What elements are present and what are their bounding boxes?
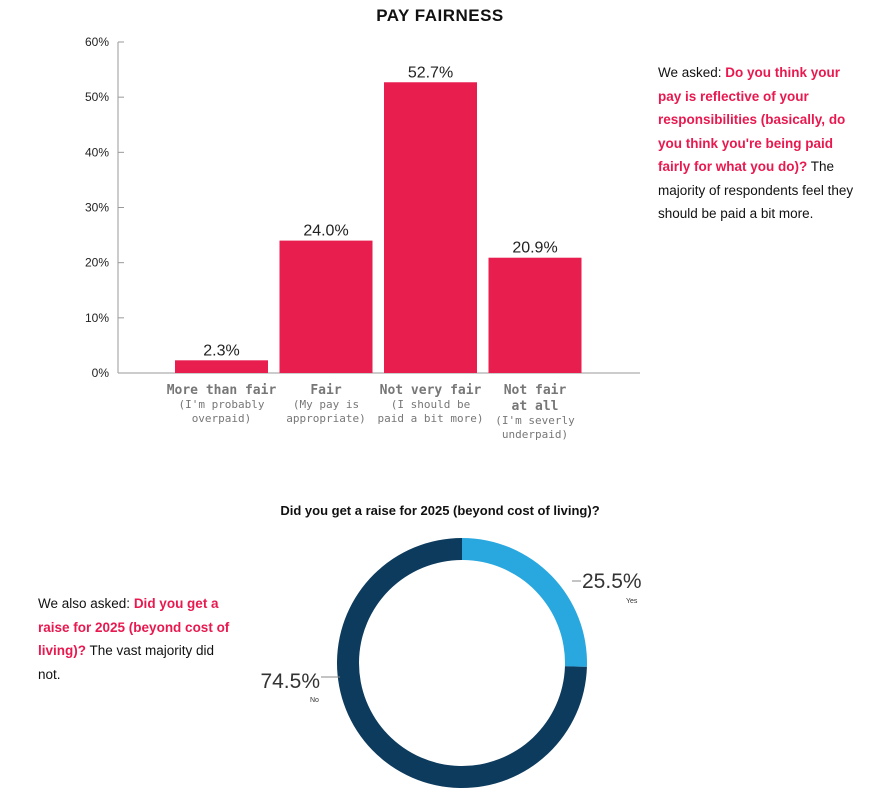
bar — [175, 360, 268, 373]
donut-chart-title: Did you get a raise for 2025 (beyond cos… — [280, 503, 600, 518]
slice-value-label: 74.5% — [260, 670, 320, 693]
pay-note-lead: We asked: — [658, 65, 726, 80]
category-sublabel: (I should be — [391, 398, 470, 411]
bar-value-label: 24.0% — [303, 223, 348, 240]
bar-value-label: 52.7% — [408, 64, 453, 81]
category-sublabel: overpaid) — [192, 412, 252, 425]
category-sublabel: (I'm severly — [495, 414, 575, 427]
bar — [488, 257, 582, 373]
category-label: Not very fair — [380, 383, 482, 398]
y-tick-label: 60% — [85, 35, 109, 49]
slice-value-label: 25.5% — [582, 570, 642, 593]
y-tick-label: 50% — [85, 90, 109, 104]
pay-note-question: Do you think your pay is reflective of y… — [658, 65, 846, 174]
category-label: More than fair — [167, 383, 277, 398]
category-sublabel: underpaid) — [502, 428, 568, 441]
bar-value-label: 20.9% — [512, 240, 557, 257]
y-tick-label: 40% — [85, 145, 109, 159]
y-tick-label: 20% — [85, 256, 109, 270]
bar — [279, 240, 373, 373]
pay-question-note: We asked: Do you think your pay is refle… — [658, 61, 863, 226]
raise-question-note: We also asked: Did you get a raise for 2… — [38, 592, 238, 686]
bar-value-label: 2.3% — [203, 342, 239, 359]
y-tick-label: 0% — [92, 366, 110, 380]
slice-category-label: Yes — [626, 598, 638, 605]
bar-chart: 0%10%20%30%40%50%60%2.3%More than fair(I… — [85, 35, 640, 441]
category-sublabel: (My pay is — [293, 398, 359, 411]
donut-slice — [462, 538, 587, 667]
raise-note-conclusion: The vast majority did not. — [38, 643, 215, 682]
category-sublabel: paid a bit more) — [378, 412, 484, 425]
raise-note-question: Did you get a raise for 2025 (beyond cos… — [38, 596, 230, 658]
category-label: Not fair — [504, 383, 567, 398]
category-sublabel: appropriate) — [286, 412, 365, 425]
pay-note-conclusion: The majority of respondents feel they sh… — [658, 159, 854, 221]
y-tick-label: 30% — [85, 201, 109, 215]
category-label: Fair — [310, 383, 341, 398]
slice-category-label: No — [310, 697, 319, 704]
y-tick-label: 10% — [85, 311, 109, 325]
bar — [384, 82, 477, 373]
category-label: at all — [512, 399, 559, 414]
bar-chart-title: PAY FAIRNESS — [376, 6, 504, 25]
raise-note-lead: We also asked: — [38, 596, 134, 611]
category-sublabel: (I'm probably — [178, 398, 264, 411]
